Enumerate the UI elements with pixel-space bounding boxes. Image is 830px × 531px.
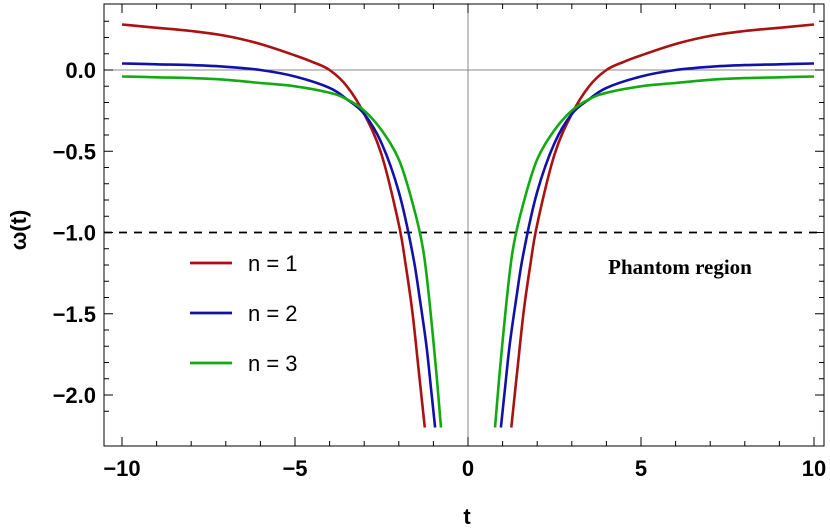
x-tick-label: 5	[635, 456, 647, 481]
y-axis-title: ω(t)	[6, 210, 31, 251]
series-layer	[121, 23, 815, 428]
plot-frame	[103, 3, 825, 447]
series-line-n3-right	[493, 75, 815, 428]
legend-label-n2: n = 2	[248, 301, 298, 326]
y-tick-label: 0.0	[65, 58, 96, 83]
x-tick-label: 0	[462, 456, 474, 481]
legend-label-n1: n = 1	[248, 251, 298, 276]
x-axis-title: t	[463, 504, 471, 529]
x-tick-label: −5	[282, 456, 307, 481]
series-line-n3-left	[121, 75, 443, 428]
series-line-n1-right	[510, 23, 815, 428]
legend-label-n3: n = 3	[248, 351, 298, 376]
x-tick-label: −10	[103, 456, 140, 481]
x-tick-label: 10	[802, 456, 826, 481]
y-tick-label: −1.0	[53, 221, 96, 246]
axes-layer	[103, 3, 825, 447]
series-line-n1-left	[121, 23, 427, 428]
legend: n = 1 n = 2 n = 3	[190, 251, 298, 376]
ticks-layer: −10 −5 0 5 10 0.0 −0.5 −1.0 −1.5 −2.0	[53, 4, 826, 481]
y-tick-label: −1.5	[53, 302, 96, 327]
phantom-region-annotation: Phantom region	[608, 255, 752, 279]
y-tick-label: −0.5	[53, 139, 96, 164]
y-tick-label: −2.0	[53, 383, 96, 408]
